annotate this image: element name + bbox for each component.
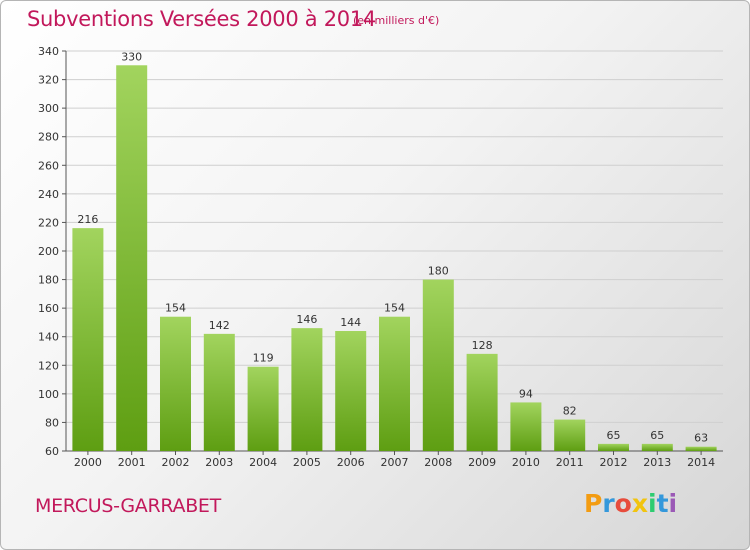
data-label-2005: 146 [296, 313, 317, 326]
bar-2013 [641, 443, 673, 451]
data-labels: 216 330 154 142 119 146 144 154 180 128 94 82 65 65 63 [77, 50, 708, 444]
x-tick-label-2000: 2000 [74, 456, 102, 469]
data-label-2002: 154 [165, 302, 186, 315]
x-tick-label-2013: 2013 [643, 456, 671, 469]
x-tick-label-2009: 2009 [468, 456, 496, 469]
data-label-2010: 94 [519, 387, 533, 400]
bar-2012 [598, 443, 629, 451]
bar-2010 [510, 402, 542, 451]
data-label-2000: 216 [77, 213, 98, 226]
logo-letter: t [656, 489, 669, 518]
y-tick-label: 80 [45, 416, 59, 429]
bar-2011 [554, 419, 586, 451]
bar-2002 [160, 316, 191, 451]
y-tick-label: 220 [38, 216, 59, 229]
x-tick-label-2005: 2005 [293, 456, 321, 469]
logo-letter: i [668, 489, 678, 518]
bar-2009 [466, 353, 498, 451]
data-label-2009: 128 [472, 339, 493, 352]
bar-2005 [291, 328, 323, 451]
logo-letter: i [648, 489, 657, 518]
logo-letter: x [631, 489, 648, 518]
data-label-2004: 119 [253, 352, 274, 365]
y-axis: 60 80 100 120 140 160 180 200 220 240 260 280 300 320… [38, 45, 67, 458]
bar-2003 [203, 333, 235, 451]
data-label-2008: 180 [428, 265, 449, 278]
x-axis: 2000 2001 2002 2003 2004 2005 2006 2007 2008 2009… [66, 450, 723, 469]
x-tick-label-2002: 2002 [162, 456, 190, 469]
logo-letter: P [584, 489, 603, 518]
y-tick-label: 100 [38, 388, 59, 401]
bar-2008 [422, 279, 454, 451]
x-tick-label-2014: 2014 [687, 456, 715, 469]
chart-title: Subventions Versées 2000 à 2014 [27, 7, 376, 31]
bar-2001 [116, 65, 148, 452]
x-tick-label-2008: 2008 [424, 456, 452, 469]
data-label-2007: 154 [384, 302, 405, 315]
x-tick-label-2006: 2006 [337, 456, 365, 469]
data-label-2013: 65 [650, 429, 664, 442]
y-tick-label: 340 [38, 45, 59, 58]
data-label-2001: 330 [121, 50, 142, 63]
logo-letter: r [602, 489, 615, 518]
y-tick-label: 200 [38, 245, 59, 258]
data-label-2003: 142 [209, 319, 230, 332]
bars [72, 65, 717, 452]
bar-2014 [685, 446, 717, 451]
bar-2000 [72, 228, 104, 451]
y-tick-label: 300 [38, 102, 59, 115]
bar-2004 [247, 366, 279, 451]
x-tick-label-2011: 2011 [556, 456, 584, 469]
y-tick-label: 140 [38, 331, 59, 344]
x-tick-label-2001: 2001 [118, 456, 146, 469]
logo-letter: o [614, 489, 632, 518]
y-tick-label: 280 [38, 131, 59, 144]
x-tick-label-2012: 2012 [600, 456, 628, 469]
proxiti-logo[interactable]: Proxiti [584, 489, 677, 518]
y-tick-label: 260 [38, 159, 59, 172]
data-label-2011: 82 [563, 405, 577, 418]
data-label-2006: 144 [340, 316, 361, 329]
y-tick-label: 120 [38, 359, 59, 372]
y-tick-label: 180 [38, 274, 59, 287]
data-label-2014: 63 [694, 432, 708, 445]
commune-name: MERCUS-GARRABET [35, 495, 221, 517]
y-tick-label: 240 [38, 188, 59, 201]
unit-label: (en milliers d'€) [353, 14, 440, 27]
bar-2006 [335, 331, 367, 451]
x-tick-label-2003: 2003 [205, 456, 233, 469]
x-tick-label-2004: 2004 [249, 456, 277, 469]
y-tick-label: 160 [38, 302, 59, 315]
x-tick-label-2010: 2010 [512, 456, 540, 469]
x-tick-label-2007: 2007 [381, 456, 409, 469]
y-tick-label: 320 [38, 74, 59, 87]
bar-2007 [379, 316, 410, 451]
data-label-2012: 65 [607, 429, 621, 442]
y-tick-label: 60 [45, 445, 59, 458]
